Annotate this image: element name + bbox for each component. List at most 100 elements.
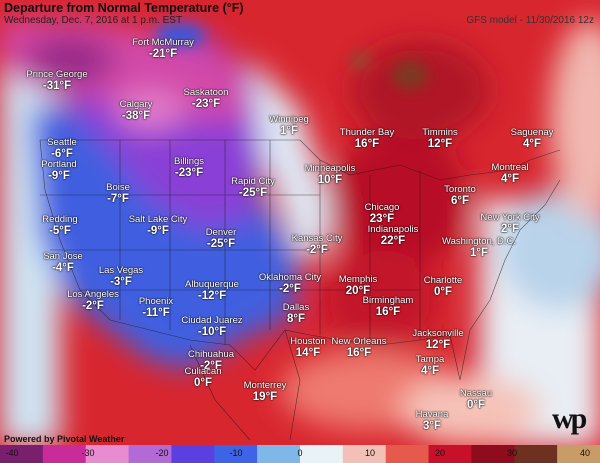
scale-swatch — [385, 445, 430, 463]
city-temperature: -9°F — [147, 224, 169, 237]
city-temperature: -21°F — [148, 47, 178, 60]
city-label: Seattle -6°F — [47, 138, 77, 160]
city-label: Indianapolis 22°F — [368, 225, 419, 247]
city-label: Los Angeles -2°F — [67, 290, 119, 312]
city-temperature: 16°F — [354, 137, 380, 150]
city-name: Saskatoon — [183, 87, 229, 98]
scale-swatch — [342, 445, 387, 463]
city-name: Phoenix — [138, 296, 174, 307]
city-label: Salt Lake City -9°F — [129, 215, 188, 237]
city-temperature: 12°F — [427, 137, 453, 150]
map-title: Departure from Normal Temperature (°F) — [4, 1, 244, 15]
city-label: Denver -25°F — [206, 228, 237, 250]
city-name: Kansas City — [291, 233, 343, 244]
city-label: Tampa 4°F — [416, 355, 445, 377]
city-label: Monterrey 19°F — [244, 381, 287, 403]
scale-tick-label: -40 — [5, 448, 19, 458]
city-temperature: -4°F — [52, 261, 74, 274]
city-temperature: -38°F — [121, 109, 151, 122]
city-label: Saguenay 4°F — [511, 128, 554, 150]
scale-tick-label: -30 — [81, 448, 95, 458]
city-label: Culiacan 0°F — [185, 367, 222, 389]
city-name: Calgary — [119, 99, 153, 110]
city-temperature: -25°F — [206, 237, 236, 250]
city-name: Las Vegas — [98, 265, 144, 276]
city-name: Ciudad Juarez — [181, 315, 243, 326]
city-name: Tampa — [415, 354, 445, 365]
city-temperature: -2°F — [279, 282, 301, 295]
city-temperature: 2°F — [500, 222, 520, 235]
city-label: Ciudad Juarez -10°F — [181, 316, 242, 338]
city-label: Chihuahua -2°F — [188, 350, 234, 372]
city-label: Havana 3°F — [416, 410, 449, 432]
city-temperature: 1°F — [469, 246, 489, 259]
city-label: Fort McMurray -21°F — [132, 38, 194, 60]
washington-post-logo: wp — [552, 402, 587, 435]
city-name: Los Angeles — [67, 289, 119, 300]
city-name: Billings — [173, 156, 205, 167]
city-name: Washington, D.C. — [441, 236, 517, 247]
city-name: Monterrey — [243, 380, 287, 391]
scale-tick-label: 30 — [506, 448, 518, 458]
city-name: Boise — [106, 182, 130, 193]
scale-tick-label: -10 — [229, 448, 243, 458]
city-name: Thunder Bay — [339, 127, 395, 138]
city-name: San Jose — [43, 251, 83, 262]
city-name: Havana — [415, 409, 449, 420]
city-label: San Jose -4°F — [43, 252, 83, 274]
city-label: Saskatoon -23°F — [184, 88, 229, 110]
city-label: Washington, D.C. 1°F — [442, 237, 516, 259]
scale-swatch — [42, 445, 87, 463]
city-temperature: 23°F — [369, 212, 395, 225]
city-label: Phoenix -11°F — [139, 297, 173, 319]
city-name: Saguenay — [510, 127, 554, 138]
city-name: New York City — [480, 212, 540, 223]
model-label: GFS model - 11/30/2016 12z — [466, 15, 594, 26]
city-temperature: 10°F — [317, 173, 343, 186]
city-label: Houston 14°F — [290, 337, 325, 359]
city-temperature: 20°F — [345, 284, 371, 297]
city-temperature: -2°F — [82, 299, 104, 312]
city-temperature: -7°F — [107, 192, 129, 205]
city-temperature: 12°F — [425, 338, 451, 351]
scale-swatch — [214, 445, 259, 463]
city-name: Charlotte — [423, 275, 463, 286]
city-label: Portland -9°F — [41, 160, 76, 182]
city-name: Montreal — [491, 162, 529, 173]
city-label: Rapid City -25°F — [231, 177, 275, 199]
city-temperature: -6°F — [51, 147, 73, 160]
scale-swatch — [300, 445, 344, 463]
city-temperature: 1°F — [279, 124, 299, 137]
city-temperature: -10°F — [197, 325, 227, 338]
scale-tick-label: 40 — [579, 448, 591, 458]
city-temperature: 16°F — [375, 305, 401, 318]
city-temperature: -31°F — [42, 79, 72, 92]
city-name: Chihuahua — [188, 349, 234, 360]
city-name: Fort McMurray — [132, 37, 194, 48]
city-name: Seattle — [47, 137, 77, 148]
city-name: Albuquerque — [185, 279, 239, 290]
city-name: Toronto — [444, 184, 476, 195]
city-temperature: -3°F — [110, 275, 132, 288]
city-label: Calgary -38°F — [120, 100, 153, 122]
city-label: Prince George -31°F — [26, 70, 87, 92]
city-temperature: 6°F — [450, 194, 470, 207]
scale-swatch — [428, 445, 473, 463]
city-label: New York City 2°F — [480, 213, 539, 235]
city-temperature: -12°F — [197, 289, 227, 302]
city-temperature: 3°F — [422, 419, 442, 432]
city-name: Indianapolis — [367, 224, 419, 235]
scale-swatch — [557, 445, 600, 463]
city-temperature: -2°F — [306, 243, 328, 256]
city-temperature: -2°F — [200, 359, 222, 372]
city-temperature: 19°F — [252, 390, 278, 403]
city-label: Kansas City -2°F — [292, 234, 343, 256]
city-name: Dallas — [282, 302, 310, 313]
city-name: Oklahoma City — [258, 272, 322, 283]
city-label: Boise -7°F — [106, 183, 130, 205]
city-label: Redding -5°F — [42, 215, 77, 237]
city-temperature: 4°F — [420, 364, 440, 377]
city-name: Jacksonville — [412, 328, 464, 339]
city-name: Memphis — [338, 274, 378, 285]
